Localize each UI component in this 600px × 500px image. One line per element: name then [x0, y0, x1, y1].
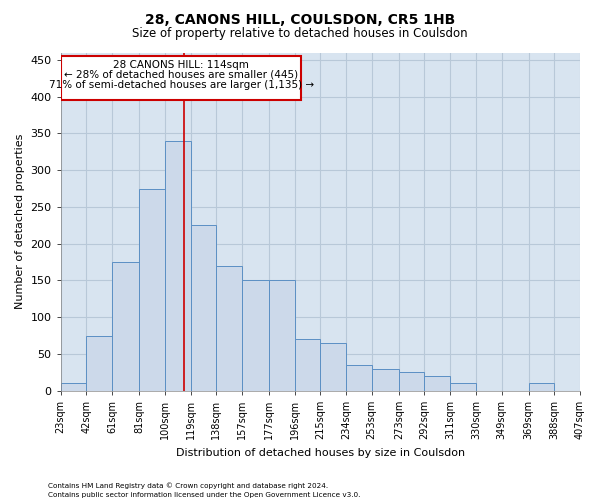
Bar [61, 384, 86, 391]
Text: Size of property relative to detached houses in Coulsdon: Size of property relative to detached ho… [132, 28, 468, 40]
Bar [139, 188, 165, 391]
Bar [372, 368, 399, 391]
Bar [61, 56, 301, 100]
Text: ← 28% of detached houses are smaller (445): ← 28% of detached houses are smaller (44… [64, 70, 298, 80]
Text: Contains public sector information licensed under the Open Government Licence v3: Contains public sector information licen… [48, 492, 361, 498]
Bar [399, 372, 424, 391]
Bar [346, 365, 372, 391]
Bar [86, 336, 112, 391]
Bar [424, 376, 450, 391]
Bar [295, 340, 320, 391]
Text: 28, CANONS HILL, COULSDON, CR5 1HB: 28, CANONS HILL, COULSDON, CR5 1HB [145, 12, 455, 26]
Bar [320, 343, 346, 391]
Text: Contains HM Land Registry data © Crown copyright and database right 2024.: Contains HM Land Registry data © Crown c… [48, 482, 328, 489]
Bar [191, 226, 216, 391]
Y-axis label: Number of detached properties: Number of detached properties [15, 134, 25, 310]
X-axis label: Distribution of detached houses by size in Coulsdon: Distribution of detached houses by size … [176, 448, 465, 458]
Bar [216, 266, 242, 391]
Text: 71% of semi-detached houses are larger (1,135) →: 71% of semi-detached houses are larger (… [49, 80, 314, 90]
Bar [269, 280, 295, 391]
Bar [112, 262, 139, 391]
Bar [450, 384, 476, 391]
Bar [242, 280, 269, 391]
Bar [165, 140, 191, 391]
Text: 28 CANONS HILL: 114sqm: 28 CANONS HILL: 114sqm [113, 60, 249, 70]
Bar [529, 384, 554, 391]
